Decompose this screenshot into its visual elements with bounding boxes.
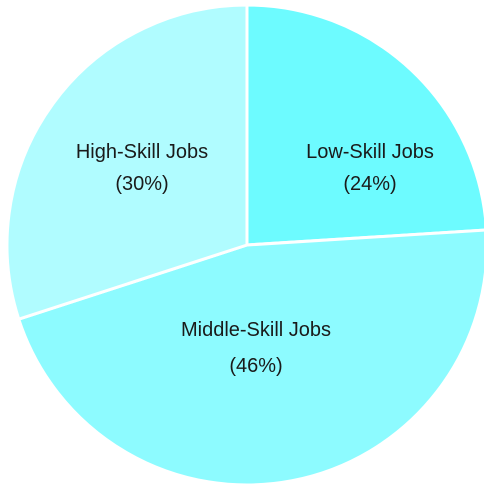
slice-value-middle-skill-jobs: (46%) [229,355,282,377]
slice-value-high-skill-jobs: (30%) [115,173,168,195]
slice-label-middle-skill-jobs: Middle-Skill Jobs [181,319,331,341]
pie-slice-middle-skill-jobs [16,228,484,487]
slice-value-low-skill-jobs: (24%) [343,173,396,195]
pie-slice-high-skill-jobs [5,3,249,322]
pie-slice-low-skill-jobs [245,3,484,247]
slice-label-high-skill-jobs: High-Skill Jobs [76,141,208,163]
pie-slice-labels: Low-Skill Jobs (24%) Middle-Skill Jobs (46%… [76,141,434,377]
pie-slices [5,3,484,487]
slice-label-low-skill-jobs: Low-Skill Jobs [306,141,434,163]
